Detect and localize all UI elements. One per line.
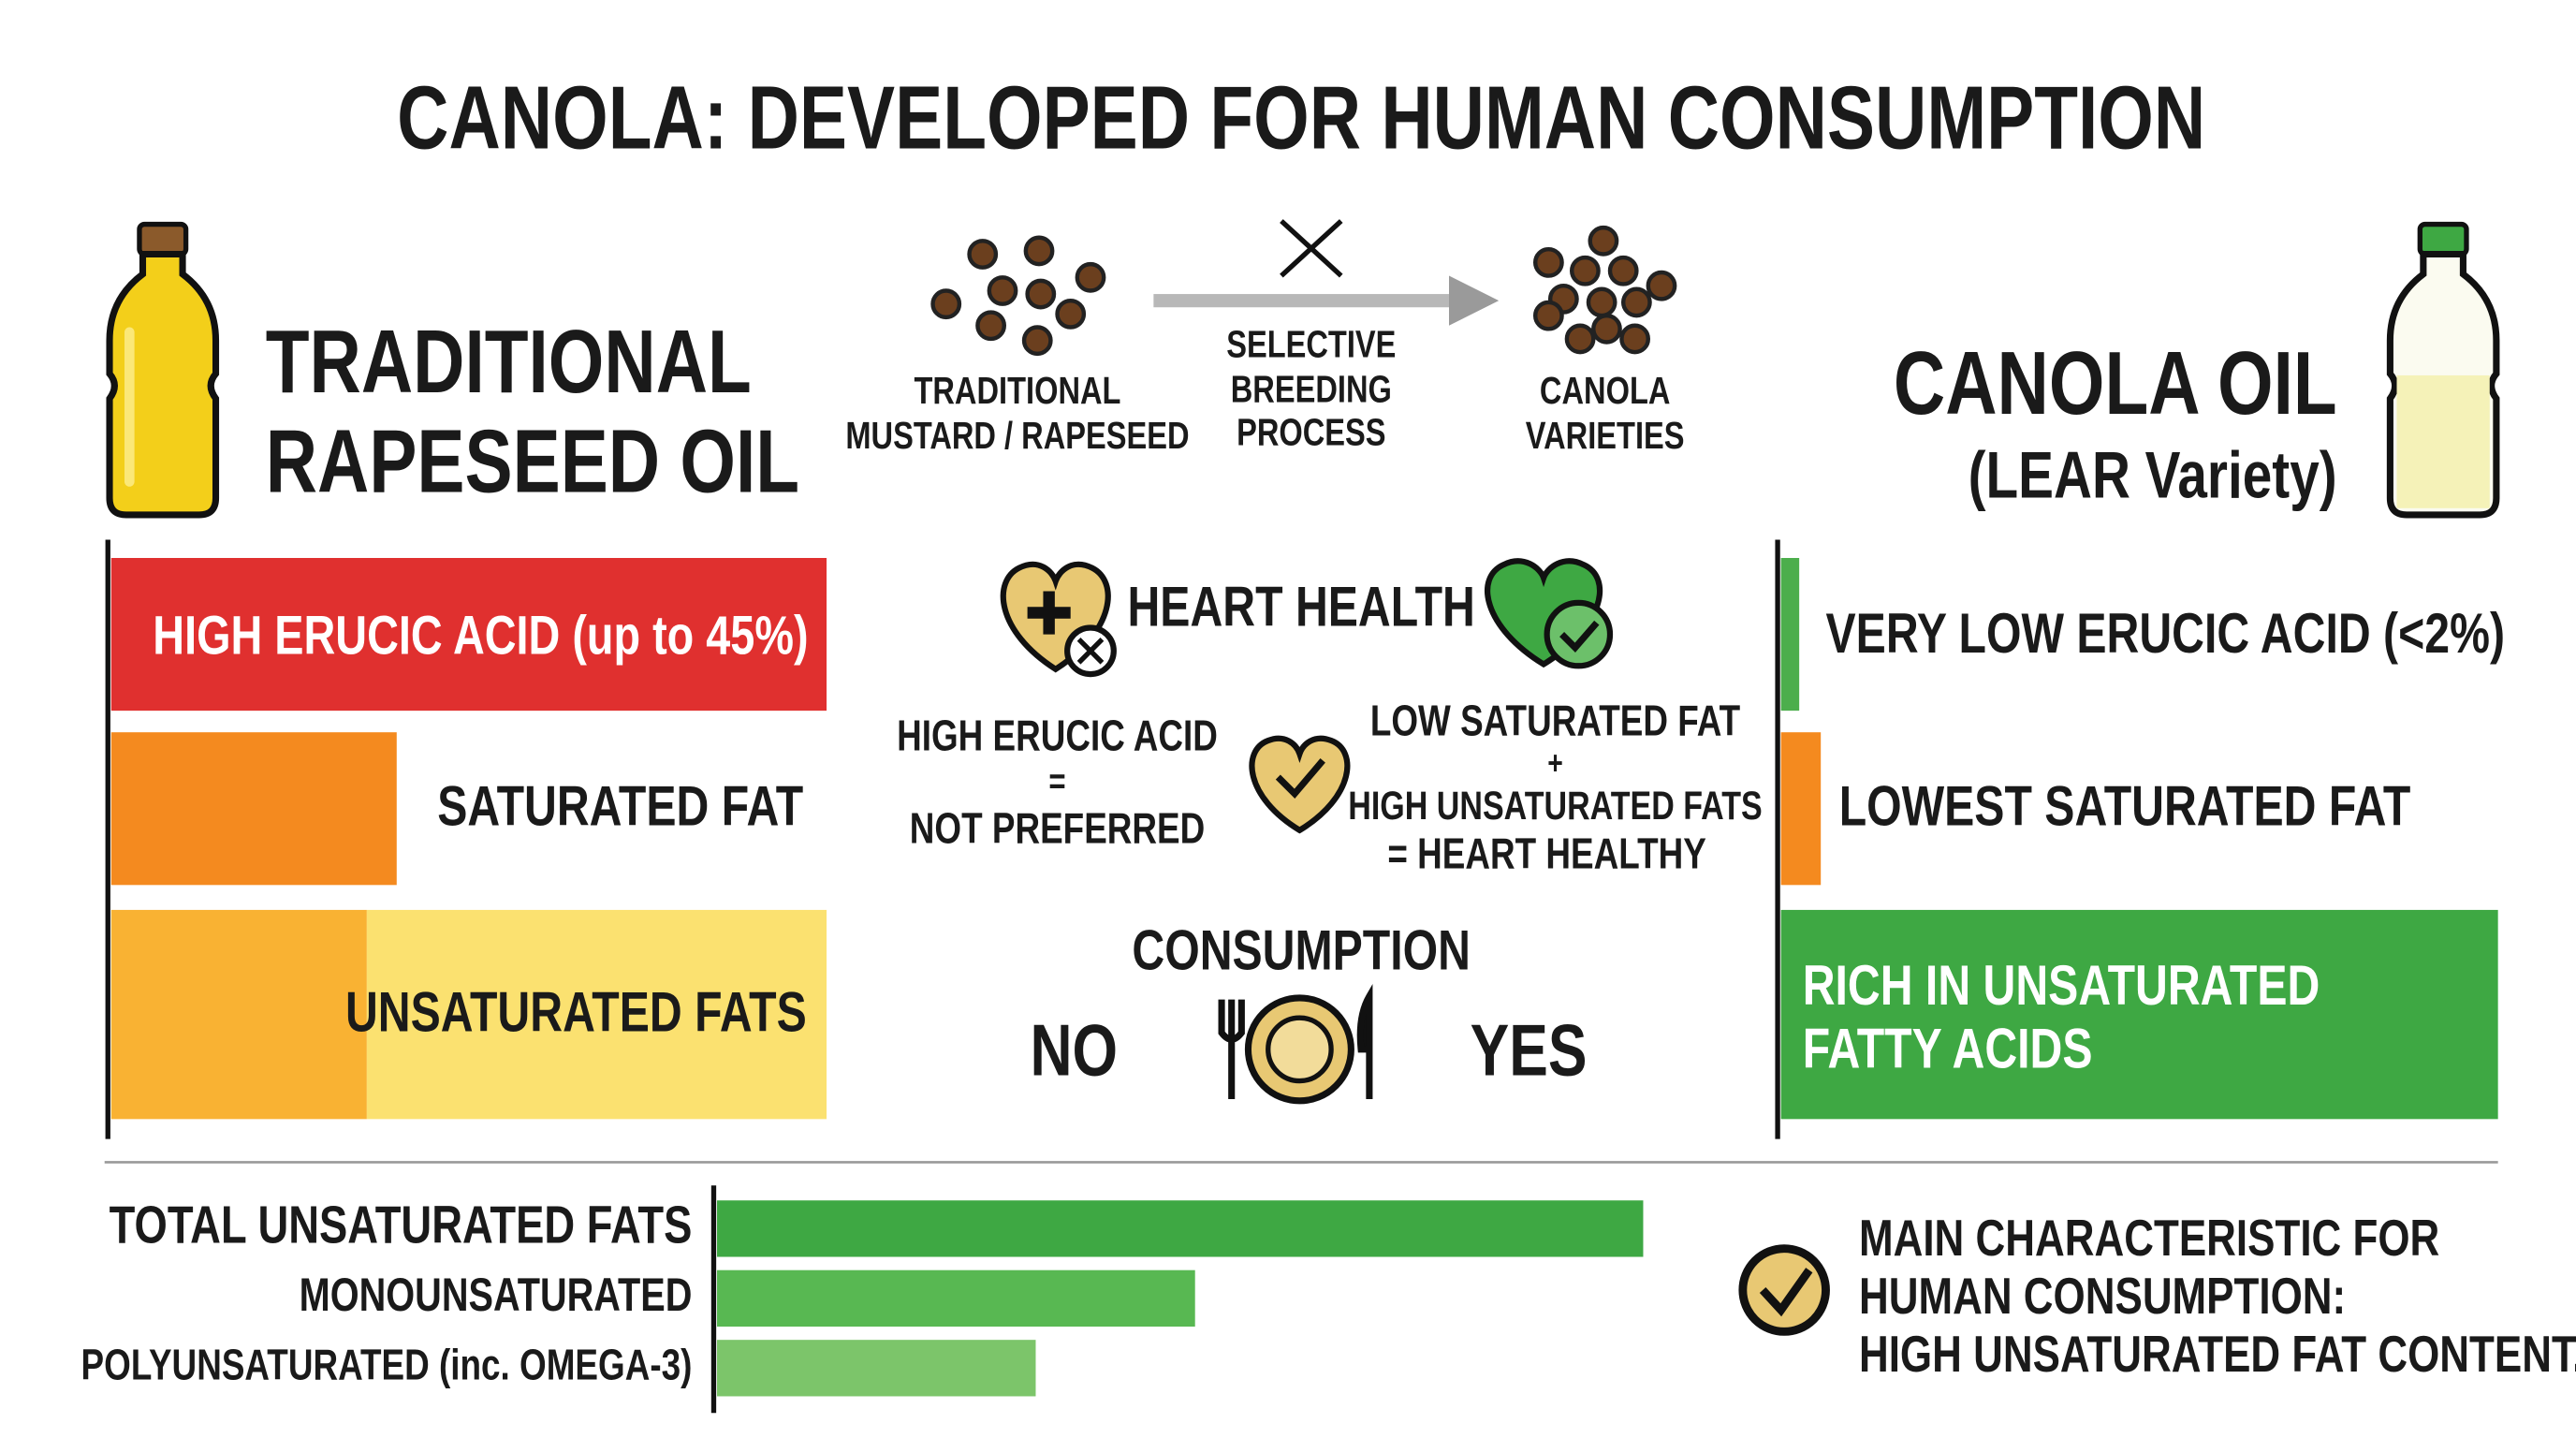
note: + <box>1547 744 1563 782</box>
unsaturated-panel <box>1780 909 2498 1120</box>
note: HIGH ERUCIC ACID <box>897 711 1218 759</box>
row-label: SATURATED FAT <box>437 773 803 837</box>
process-label: BREEDING <box>1231 367 1392 410</box>
process-label: CANOLA <box>1540 369 1671 412</box>
row-label: LOWEST SATURATED FAT <box>1839 773 2411 837</box>
process-label: PROCESS <box>1237 411 1385 454</box>
rapeseed-bottle <box>106 221 220 519</box>
canola-seeds <box>1532 225 1677 355</box>
bar <box>717 1340 1036 1397</box>
yes: YES <box>1471 1009 1588 1092</box>
no: NO <box>1030 1009 1118 1092</box>
unsaturated-panel <box>110 909 367 1120</box>
canola-bottle <box>2386 221 2500 519</box>
row-label: UNSATURATED FATS <box>345 979 807 1043</box>
process-label: MUSTARD / RAPESEED <box>845 414 1189 457</box>
row-label: VERY LOW ERUCIC ACID (<2%) <box>1826 601 2506 665</box>
traditional-name: RAPESEED OIL <box>266 412 799 512</box>
summary: MAIN CHARACTERISTIC FOR <box>1859 1209 2439 1267</box>
row-label: HIGH ERUCIC ACID (up to 45%) <box>153 605 808 666</box>
process-label: VARIETIES <box>1526 414 1685 457</box>
saturated-panel <box>1780 732 1822 886</box>
note: NOT PREFERRED <box>910 804 1206 853</box>
saturated-panel <box>110 732 397 886</box>
rapeseed-seeds <box>930 235 1106 357</box>
note: = <box>1048 761 1065 801</box>
bar-label: TOTAL UNSATURATED FATS <box>110 1196 693 1255</box>
heart-good-icon <box>1485 558 1614 669</box>
unsaturated-panel <box>366 909 827 1120</box>
note: LOW SATURATED FAT <box>1370 696 1740 744</box>
bar <box>717 1269 1195 1327</box>
bar-label: MONOUNSATURATED <box>300 1269 693 1321</box>
title: CANOLA: DEVELOPED FOR HUMAN CONSUMPTION <box>397 67 2205 168</box>
bar-chart: TOTAL UNSATURATED FATS MONOUNSATURATED POL… <box>81 1196 1644 1397</box>
summary: HUMAN CONSUMPTION: <box>1859 1267 2346 1325</box>
plate-icon <box>1218 983 1373 1105</box>
check-icon <box>1738 1244 1830 1336</box>
erucic-panel <box>1780 558 1800 712</box>
process-arrow <box>1153 219 1500 326</box>
note: = HEART HEALTHY <box>1387 829 1705 877</box>
process-label: SELECTIVE <box>1226 323 1396 366</box>
canola-name: CANOLA OIL <box>1894 333 2337 433</box>
canola-variety: (LEAR Variety) <box>1969 438 2337 512</box>
traditional-name: TRADITIONAL <box>266 312 752 412</box>
summary: HIGH UNSATURATED FAT CONTENT. <box>1859 1325 2576 1383</box>
row-label: FATTY ACIDS <box>1803 1016 2093 1079</box>
bar <box>717 1200 1644 1257</box>
heart-bad-icon <box>1000 561 1117 678</box>
consumption: CONSUMPTION <box>1132 918 1471 982</box>
heart-check-icon <box>1249 735 1351 834</box>
row-label: RICH IN UNSATURATED <box>1803 953 2320 1017</box>
erucic-panel <box>110 558 827 712</box>
note: HIGH UNSATURATED FATS <box>1348 784 1762 829</box>
process-label: TRADITIONAL <box>914 369 1120 412</box>
heart-health: HEART HEALTH <box>1127 575 1474 638</box>
bar-label: POLYUNSATURATED (inc. OMEGA-3) <box>81 1340 693 1388</box>
